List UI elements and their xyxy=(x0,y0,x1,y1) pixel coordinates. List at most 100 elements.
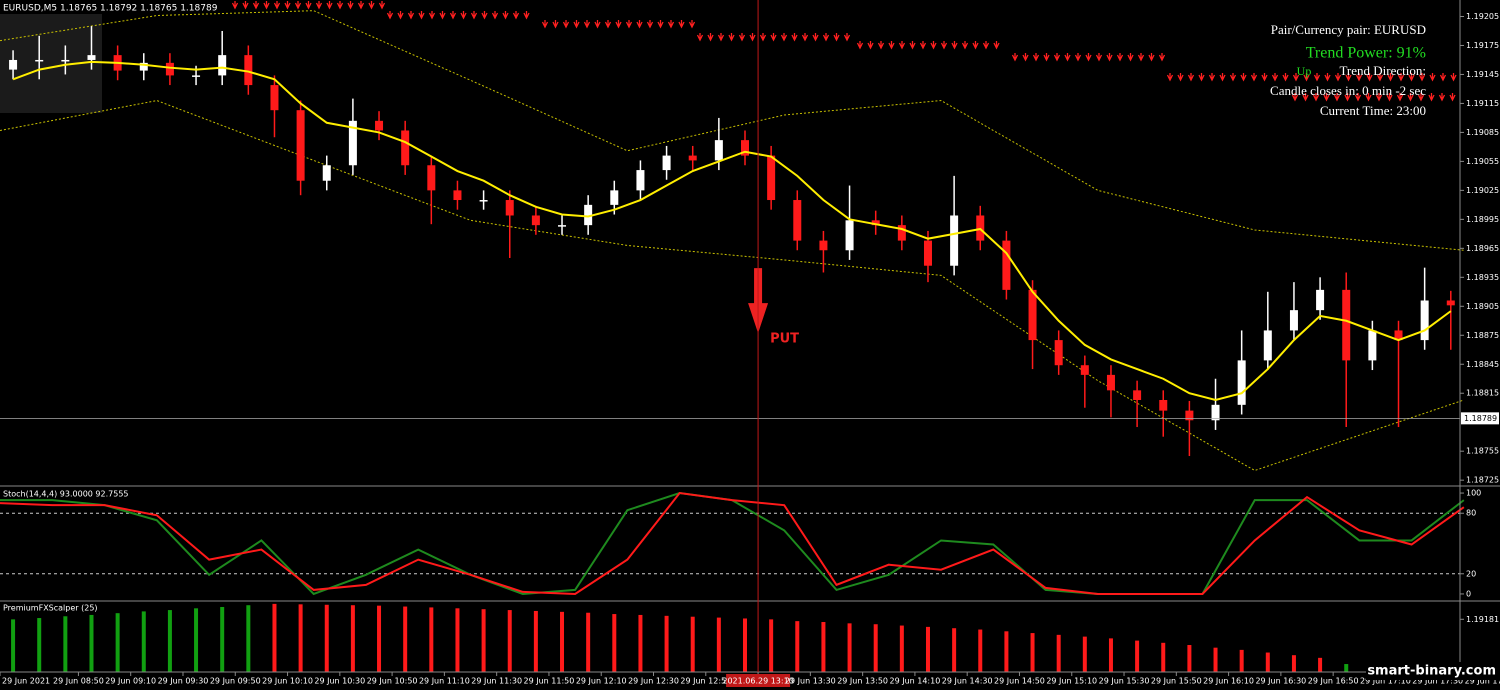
candle-body xyxy=(662,155,671,171)
signal-arrow xyxy=(512,11,520,20)
y-tick-label: 1.18935 xyxy=(1466,273,1499,282)
candle-body xyxy=(871,220,880,226)
scalper-bar xyxy=(167,610,172,672)
scalper-bar xyxy=(873,624,878,672)
signal-arrow xyxy=(1106,53,1113,62)
candle-body xyxy=(218,55,227,76)
signal-arrow xyxy=(867,41,874,50)
x-tick-label: 29 Jun 11:50 xyxy=(524,677,575,686)
ma-line xyxy=(12,60,1452,402)
candle-body xyxy=(1211,404,1220,421)
band-upper xyxy=(0,10,1464,251)
candle-body xyxy=(35,59,44,62)
y-tick-label: 1.19205 xyxy=(1466,12,1499,21)
signal-arrow xyxy=(1177,73,1184,82)
scalper-bar xyxy=(350,605,355,672)
y-tick-label: 1.18815 xyxy=(1466,389,1499,398)
signal-arrow xyxy=(1187,73,1195,82)
signal-arrow xyxy=(1064,53,1071,62)
candle-body xyxy=(9,59,18,70)
y-tick-label: 20 xyxy=(1466,569,1476,578)
signal-arrow xyxy=(951,41,958,50)
scalper-bar xyxy=(925,626,930,672)
scalper-bar xyxy=(141,611,146,672)
x-tick-label: 29 Jun 15:50 xyxy=(1151,677,1202,686)
scalper-bar xyxy=(377,605,382,672)
candle-body xyxy=(1263,330,1272,361)
candle-body xyxy=(61,59,70,62)
scalper-bar xyxy=(978,629,983,672)
signal-arrow xyxy=(678,20,685,29)
scalper-bar xyxy=(795,621,800,672)
scalper-bar xyxy=(638,614,643,672)
signal-arrow xyxy=(326,1,333,10)
signal-arrow xyxy=(1011,53,1019,62)
x-tick-label: 29 Jun 16:30 xyxy=(1255,677,1306,686)
scalper-bar xyxy=(246,605,251,672)
scalper-bar xyxy=(507,610,512,672)
signal-arrow xyxy=(242,1,249,10)
candle-body xyxy=(322,165,331,181)
signal-arrow xyxy=(1417,93,1425,102)
signal-arrow xyxy=(1229,73,1237,82)
signal-arrow xyxy=(604,20,612,29)
signal-arrow xyxy=(1333,93,1341,102)
signal-arrow xyxy=(1450,73,1457,82)
scalper-bar xyxy=(1344,664,1349,672)
y-tick-label: 1.19055 xyxy=(1466,157,1499,166)
y-tick-label: 1.19175 xyxy=(1466,41,1499,50)
signal-arrow xyxy=(1240,73,1247,82)
scalper-bar xyxy=(899,625,904,672)
candle-body xyxy=(819,240,828,251)
y-tick-label: 1.18875 xyxy=(1466,331,1499,340)
scalper-bar xyxy=(63,616,68,672)
x-tick-label: 29 Jun 17:50 xyxy=(1465,677,1500,686)
candle-body xyxy=(1080,365,1089,375)
signal-arrow xyxy=(1116,53,1124,62)
candle-body xyxy=(1159,399,1168,411)
signal-arrow xyxy=(1355,73,1363,82)
y-tick-label: 1.18725 xyxy=(1466,476,1499,485)
signal-arrow xyxy=(791,33,798,42)
signal-arrow xyxy=(1323,93,1330,102)
signal-arrow xyxy=(594,20,601,29)
signal-arrow xyxy=(315,1,323,10)
signal-arrow xyxy=(1418,73,1426,82)
candle-body xyxy=(636,170,645,191)
signal-arrow xyxy=(1365,93,1372,102)
x-tick-label: 2021.06.29 13:10 xyxy=(722,677,793,686)
scalper-bar xyxy=(1056,634,1061,672)
x-tick-label: 29 Jun 09:10 xyxy=(105,677,156,686)
watermark-bg xyxy=(1366,662,1500,680)
x-tick-label: 29 Jun 2021 xyxy=(2,677,50,686)
candle-body xyxy=(1420,300,1429,341)
y-tick-label: 1.18965 xyxy=(1466,244,1499,253)
signal-arrow xyxy=(263,1,270,10)
signal-arrow xyxy=(919,41,927,50)
candle-body xyxy=(1316,289,1325,311)
signal-arrow xyxy=(1208,73,1216,82)
candle-body xyxy=(1237,360,1246,405)
signal-arrow xyxy=(491,11,499,20)
candle-body xyxy=(793,200,802,241)
scalper-bar xyxy=(821,622,826,672)
signal-arrow xyxy=(1303,73,1310,82)
info-candle-closes: Candle closes in: 0 min -2 sec xyxy=(1270,83,1426,98)
signal-arrow xyxy=(738,33,746,42)
x-tick-label: 29 Jun 12:10 xyxy=(576,677,627,686)
signal-arrow xyxy=(523,11,530,20)
candle-body xyxy=(427,165,436,191)
info-trend-power: Trend Power: 91% xyxy=(1306,45,1426,62)
signal-arrow xyxy=(1397,73,1405,82)
stoch-panel: 100 80 20 0 Stoch(14,4,4) 93.0000 92.7555 xyxy=(0,489,1481,598)
candle-body xyxy=(270,85,279,111)
scalper-bar xyxy=(89,614,94,672)
x-tick-label: 29 Jun 13:30 xyxy=(785,677,836,686)
info-current-time: Current Time: 23:00 xyxy=(1320,103,1426,118)
signal-arrow xyxy=(1166,73,1174,82)
candle-body xyxy=(1002,240,1011,290)
candle-body xyxy=(950,215,959,266)
y-tick-label: 1.18995 xyxy=(1466,215,1499,224)
